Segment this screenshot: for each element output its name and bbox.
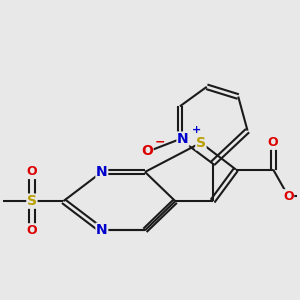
Text: O: O: [27, 166, 37, 178]
Text: S: S: [196, 136, 206, 150]
Text: +: +: [191, 125, 201, 135]
Text: N: N: [96, 223, 108, 237]
Text: O: O: [27, 224, 37, 237]
Text: S: S: [27, 194, 37, 208]
Text: N: N: [96, 165, 108, 179]
Text: O: O: [141, 144, 153, 158]
Text: O: O: [283, 190, 294, 203]
Text: −: −: [154, 136, 165, 149]
Text: O: O: [268, 136, 278, 149]
Text: N: N: [177, 132, 189, 146]
